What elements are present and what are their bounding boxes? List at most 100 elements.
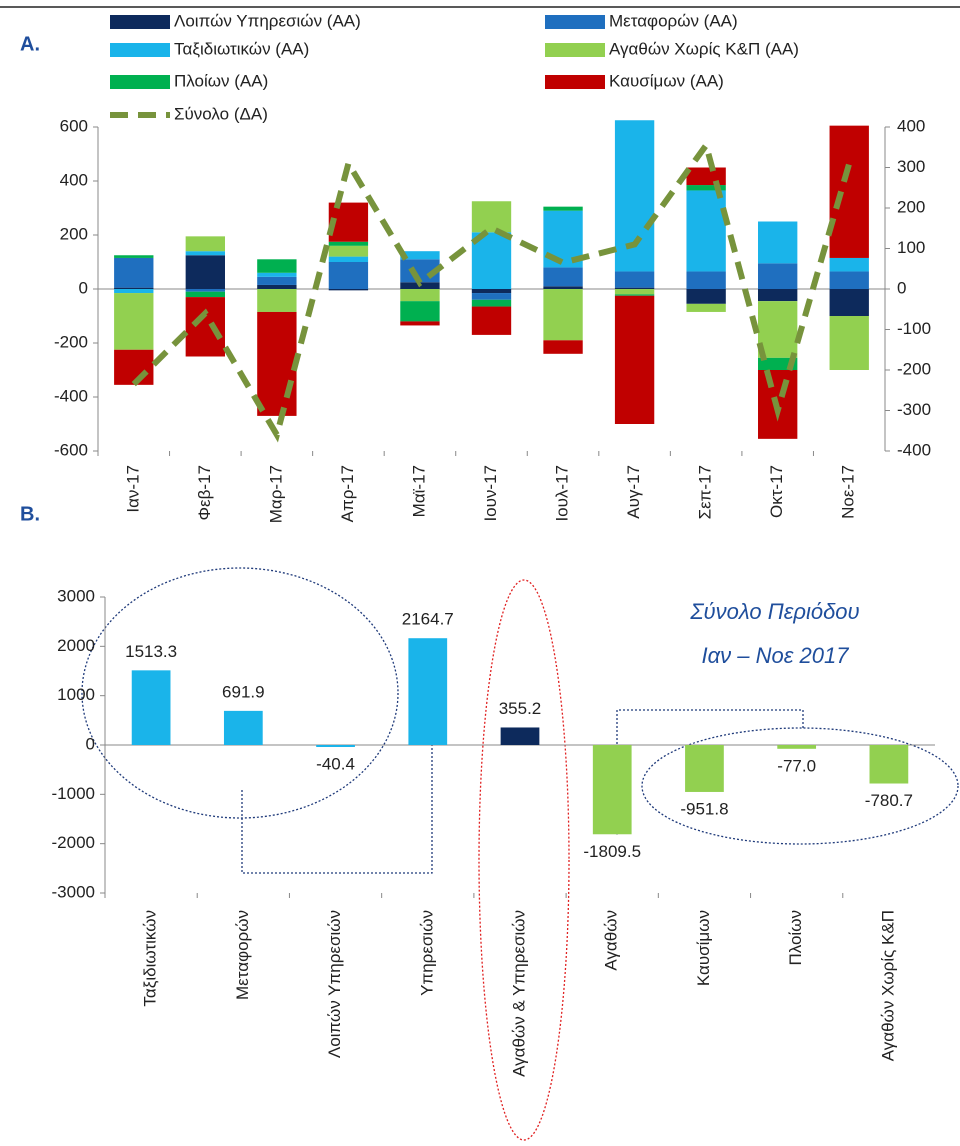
bar-segment bbox=[185, 291, 225, 298]
bar-segment bbox=[257, 276, 297, 285]
bar-segment bbox=[543, 289, 583, 341]
value-label: -40.4 bbox=[316, 754, 355, 773]
bar-segment bbox=[114, 257, 154, 288]
bar bbox=[316, 745, 355, 747]
bar-segment bbox=[543, 340, 583, 354]
group-ellipse bbox=[81, 567, 399, 819]
bar-segment bbox=[686, 190, 726, 272]
annotation: Ιαν – Νοε 2017 bbox=[702, 643, 850, 668]
x-tick-label: Αγαθών Χωρίς Κ&Π bbox=[878, 910, 897, 1061]
y2-tick-label: -400 bbox=[897, 440, 931, 459]
x-tick-label: Αγαθών & Υπηρεσιών bbox=[509, 910, 528, 1077]
legend-swatch bbox=[110, 43, 170, 57]
x-tick-label: Νοε-17 bbox=[839, 465, 858, 519]
bar-segment bbox=[185, 236, 225, 252]
x-tick-label: Μαρ-17 bbox=[266, 465, 285, 523]
x-tick-label: Ιαν-17 bbox=[123, 465, 142, 513]
x-tick-label: Πλοίων bbox=[786, 910, 805, 966]
x-tick-label: Μεταφορών bbox=[233, 910, 252, 1000]
x-tick-label: Υπηρεσιών bbox=[417, 910, 436, 996]
bar-segment bbox=[328, 241, 369, 246]
bar bbox=[408, 638, 448, 745]
x-tick-label: Αυγ-17 bbox=[624, 465, 643, 519]
bar bbox=[131, 670, 171, 745]
bar-segment bbox=[758, 301, 798, 358]
bar-segment bbox=[328, 289, 369, 291]
legend-label: Αγαθών Χωρίς Κ&Π (ΑΑ) bbox=[609, 39, 799, 58]
x-tick-label: Λοιπών Υπηρεσιών bbox=[325, 910, 344, 1058]
y-tick-label: -1000 bbox=[52, 784, 95, 803]
bar bbox=[500, 727, 540, 745]
bar bbox=[685, 745, 724, 792]
y2-tick-label: -200 bbox=[897, 359, 931, 378]
x-tick-label: Ιουν-17 bbox=[481, 465, 500, 522]
bar-segment bbox=[257, 272, 297, 277]
bar-segment bbox=[471, 306, 512, 335]
bar-segment bbox=[686, 271, 726, 289]
y-tick-label: 200 bbox=[60, 224, 88, 243]
bar-segment bbox=[829, 271, 869, 289]
y2-tick-label: 300 bbox=[897, 157, 925, 176]
y-tick-label: 1000 bbox=[57, 685, 95, 704]
bar-segment bbox=[686, 289, 726, 304]
value-label: -951.8 bbox=[680, 799, 728, 818]
y-tick-label: 600 bbox=[60, 116, 88, 135]
legend-label: Καυσίμων (ΑΑ) bbox=[609, 71, 724, 90]
bar-segment bbox=[614, 295, 655, 424]
bar-segment bbox=[471, 201, 512, 233]
legend-label: Μεταφορών (ΑΑ) bbox=[609, 11, 738, 30]
y-tick-label: -200 bbox=[54, 332, 88, 351]
y-tick-label: 3000 bbox=[57, 586, 95, 605]
bar-segment bbox=[114, 349, 154, 385]
y2-tick-label: 200 bbox=[897, 197, 925, 216]
x-tick-label: Σεπ-17 bbox=[696, 465, 715, 519]
value-label: 2164.7 bbox=[402, 610, 454, 629]
legend-swatch bbox=[545, 43, 605, 57]
bar bbox=[777, 745, 817, 749]
bar-segment bbox=[614, 294, 655, 296]
group-ellipse bbox=[478, 579, 570, 1141]
legend-swatch bbox=[545, 15, 605, 29]
bar-segment bbox=[829, 125, 869, 258]
bar-segment bbox=[328, 256, 369, 262]
y-tick-label: -400 bbox=[54, 386, 88, 405]
x-tick-label: Φεβ-17 bbox=[195, 465, 214, 521]
group-ellipse bbox=[641, 727, 959, 845]
bar-segment bbox=[471, 293, 512, 300]
x-tick-label: Απρ-17 bbox=[338, 465, 357, 522]
bar-segment bbox=[829, 316, 869, 370]
bar-segment bbox=[185, 297, 225, 357]
value-label: -1809.5 bbox=[583, 842, 641, 861]
bar-segment bbox=[758, 289, 798, 302]
bar-segment bbox=[614, 287, 655, 289]
value-label: -780.7 bbox=[865, 791, 913, 810]
y-tick-label: -3000 bbox=[52, 882, 95, 901]
bar-segment bbox=[686, 185, 726, 191]
bar-segment bbox=[543, 286, 583, 289]
bar-segment bbox=[614, 271, 655, 288]
bar-segment bbox=[829, 289, 869, 316]
y-tick-label: 400 bbox=[60, 170, 88, 189]
bar bbox=[869, 745, 909, 784]
x-tick-label: Μαϊ-17 bbox=[409, 465, 428, 517]
y-tick-label: -600 bbox=[54, 440, 88, 459]
y2-tick-label: 400 bbox=[897, 116, 925, 135]
bar-segment bbox=[114, 287, 154, 289]
value-label: -77.0 bbox=[777, 756, 816, 775]
bar bbox=[592, 745, 632, 835]
bar-segment bbox=[471, 289, 512, 294]
bar-segment bbox=[185, 251, 225, 256]
value-label: 1513.3 bbox=[125, 642, 177, 661]
legend-label: Λοιπών Υπηρεσιών (ΑΑ) bbox=[174, 11, 361, 30]
bar-segment bbox=[257, 284, 297, 289]
bar-segment bbox=[543, 206, 583, 211]
bar-segment bbox=[758, 221, 798, 264]
bar-segment bbox=[257, 311, 297, 416]
x-tick-label: Ταξιδιωτικών bbox=[141, 910, 160, 1007]
y-tick-label: 0 bbox=[86, 734, 95, 753]
bar-segment bbox=[614, 120, 655, 272]
bar-segment bbox=[257, 259, 297, 273]
bar-segment bbox=[185, 255, 225, 289]
x-tick-label: Αγαθών bbox=[602, 910, 621, 971]
bar-segment bbox=[400, 251, 440, 260]
